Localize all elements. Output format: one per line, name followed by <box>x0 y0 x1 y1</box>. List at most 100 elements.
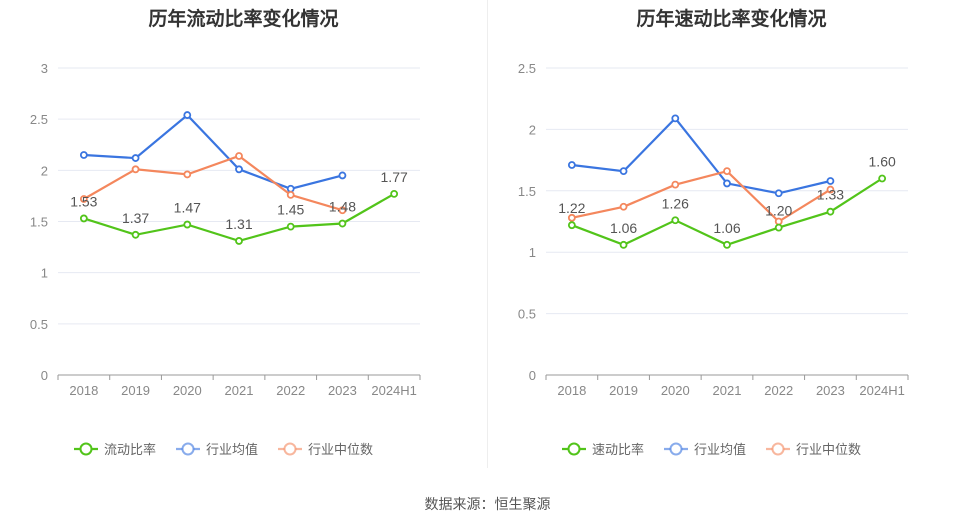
data-point <box>671 216 680 225</box>
current-ratio-chart-panel: 历年流动比率变化情况 0 0.5 1 1.5 2 2.5 3 2018 2019 2020 2021… <box>0 0 487 470</box>
x-tick-label: 2024H1 <box>859 383 905 398</box>
x-tick-label: 2018 <box>69 383 98 398</box>
legend-label: 行业均值 <box>694 442 746 457</box>
data-point <box>567 221 576 230</box>
data-point <box>774 223 783 232</box>
panel-divider <box>487 0 488 468</box>
data-point <box>338 206 347 215</box>
data-point <box>79 214 88 223</box>
legend-marker <box>283 442 297 456</box>
data-label: 1.06 <box>713 220 740 236</box>
data-label: 1.20 <box>765 203 792 219</box>
y-tick-label: 1.5 <box>518 184 536 199</box>
y-tick-label: 2.5 <box>30 112 48 127</box>
series-line <box>571 169 831 223</box>
legend-label: 行业中位数 <box>796 442 861 457</box>
data-point <box>619 167 628 176</box>
data-label: 1.47 <box>174 200 201 216</box>
chart-title: 历年速动比率变化情况 <box>636 9 827 30</box>
series-line <box>83 113 343 190</box>
data-label: 1.53 <box>70 193 97 209</box>
x-tick-label: 2018 <box>557 383 586 398</box>
y-tick-label: 0.5 <box>518 307 536 322</box>
data-label: 1.48 <box>329 199 356 215</box>
data-point <box>131 154 140 162</box>
data-point <box>774 217 783 226</box>
data-point <box>286 184 295 193</box>
data-label: 1.06 <box>610 220 637 236</box>
y-tick-label: 1 <box>41 266 48 281</box>
data-label: 1.77 <box>381 169 408 185</box>
data-point <box>286 190 295 199</box>
y-tick-label: 1.5 <box>30 215 48 230</box>
x-tick-label: 2021 <box>225 383 254 398</box>
data-point <box>826 185 835 194</box>
current-ratio-chart: 0 0.5 1 1.5 2 2.5 3 2018 2019 2020 2021 2022 2023 202… <box>30 61 421 457</box>
y-tick-label: 0 <box>41 368 48 383</box>
legend-label: 流动比率 <box>104 442 156 457</box>
data-point <box>338 171 347 180</box>
data-point <box>826 177 835 185</box>
data-label: 1.22 <box>558 200 585 216</box>
data-point <box>131 165 140 174</box>
legend-label: 行业中位数 <box>308 442 373 457</box>
x-tick-label: 2019 <box>609 383 638 398</box>
data-point <box>79 195 88 203</box>
data-point <box>235 152 243 160</box>
data-source-note: 数据来源：恒生聚源 <box>424 496 551 512</box>
data-point <box>723 240 731 249</box>
data-point <box>79 151 88 159</box>
y-tick-label: 0 <box>529 368 536 383</box>
data-point <box>567 213 576 222</box>
data-label: 1.45 <box>277 202 304 218</box>
x-tick-label: 2019 <box>121 383 150 398</box>
y-tick-label: 2.5 <box>518 61 536 76</box>
y-tick-label: 2 <box>529 122 536 137</box>
series-line <box>571 116 831 195</box>
y-tick-label: 2 <box>41 163 48 178</box>
data-label: 1.31 <box>225 216 252 232</box>
quick-ratio-chart: 0 0.5 1 1.5 2 2.5 2018 2019 2020 2021 2022 2023 2024… <box>518 61 909 457</box>
data-label: 1.26 <box>662 195 689 211</box>
data-label: 1.60 <box>869 154 896 170</box>
y-tick-label: 0.5 <box>30 317 48 332</box>
x-tick-label: 2024H1 <box>371 383 417 398</box>
data-point <box>286 222 295 231</box>
legend-marker <box>567 442 581 456</box>
x-tick-label: 2020 <box>661 383 690 398</box>
x-tick-label: 2021 <box>713 383 742 398</box>
legend-marker <box>669 442 683 456</box>
data-label: 1.37 <box>122 210 149 226</box>
data-point <box>567 161 576 169</box>
data-point <box>183 220 192 229</box>
data-point <box>390 189 399 198</box>
legend-label: 速动比率 <box>592 442 644 457</box>
data-point <box>826 207 835 216</box>
data-point <box>774 189 783 198</box>
legend-marker <box>181 442 195 456</box>
data-point <box>338 219 347 228</box>
data-point <box>183 170 192 179</box>
y-tick-label: 3 <box>41 61 48 76</box>
data-point <box>619 202 628 211</box>
y-tick-label: 1 <box>529 245 536 260</box>
x-tick-label: 2022 <box>764 383 793 398</box>
data-point <box>671 180 680 189</box>
x-tick-label: 2023 <box>816 383 845 398</box>
data-point <box>619 240 628 249</box>
data-point <box>235 165 243 174</box>
data-point <box>183 111 192 119</box>
data-point <box>671 114 680 123</box>
quick-ratio-chart-panel: 历年速动比率变化情况 0 0.5 1 1.5 2 2.5 2018 2019 2020 2021 2… <box>488 0 975 470</box>
data-point <box>723 179 731 188</box>
series-line <box>83 154 343 212</box>
chart-title: 历年流动比率变化情况 <box>148 9 339 30</box>
data-point <box>878 174 887 183</box>
x-tick-label: 2022 <box>276 383 305 398</box>
x-tick-label: 2023 <box>328 383 357 398</box>
legend-label: 行业均值 <box>206 442 258 457</box>
data-point <box>723 167 731 176</box>
data-point <box>131 230 140 239</box>
data-label: 1.33 <box>817 187 844 203</box>
legend-marker <box>771 442 785 456</box>
